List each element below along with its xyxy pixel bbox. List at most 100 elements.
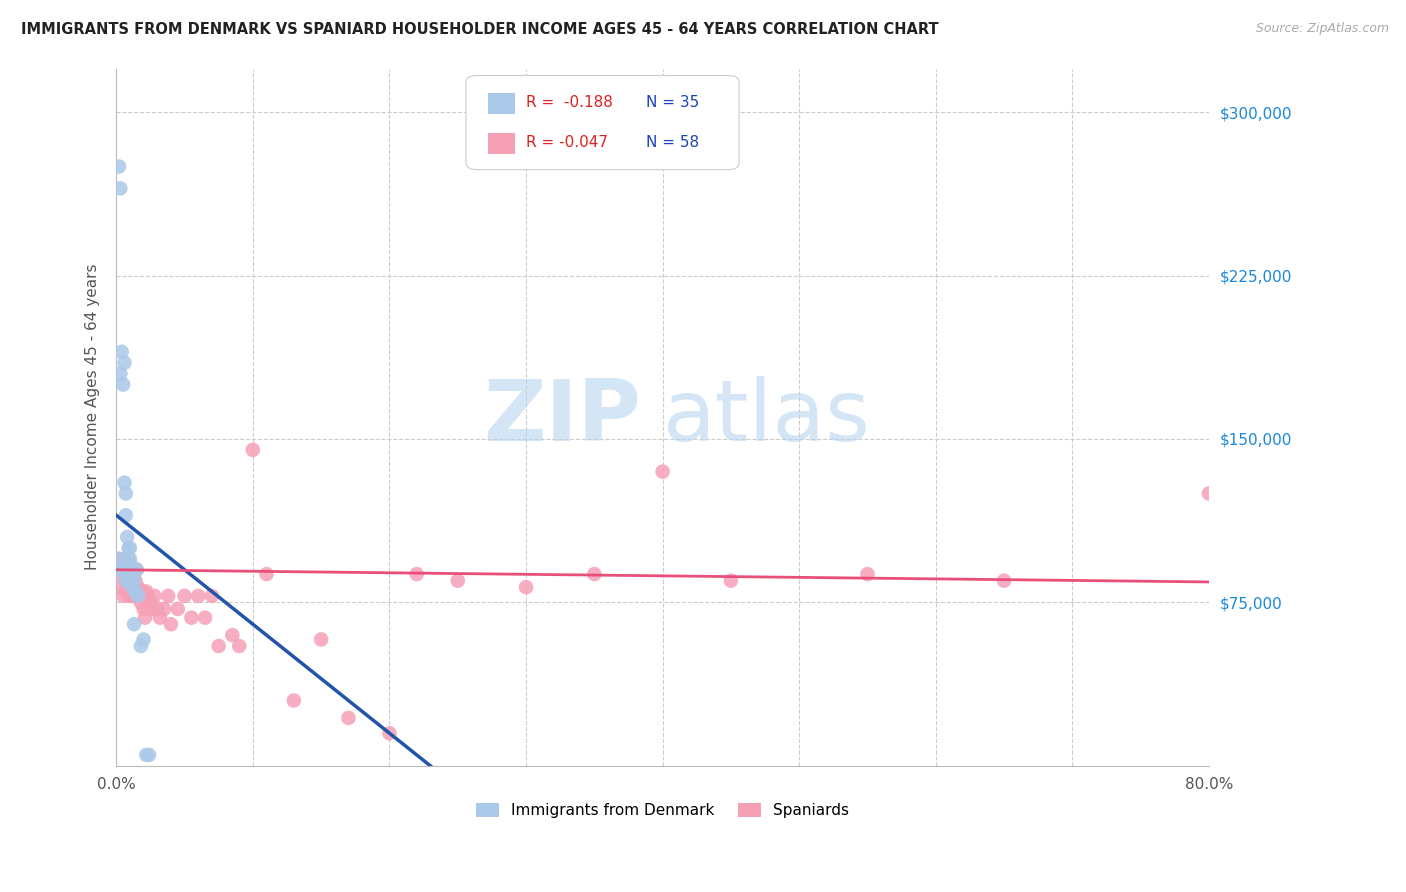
Point [149,610,172,624]
Point [127,589,149,603]
Point [122,563,145,577]
Y-axis label: Householder Income Ages 45 - 64 years: Householder Income Ages 45 - 64 years [86,264,100,571]
Text: IMMIGRANTS FROM DENMARK VS SPANIARD HOUSEHOLDER INCOME AGES 45 - 64 YEARS CORREL: IMMIGRANTS FROM DENMARK VS SPANIARD HOUS… [21,22,939,37]
Point [121,580,143,594]
Point [135,747,157,762]
Point [194,610,217,624]
Point [166,602,188,616]
Point [114,552,136,566]
Point [129,595,152,609]
FancyBboxPatch shape [488,133,515,153]
Point [337,711,360,725]
Point [1198,486,1220,500]
Point [139,595,162,609]
Point [132,602,155,616]
Point [114,567,136,582]
Point [201,589,224,603]
Point [112,589,135,603]
Point [146,602,169,616]
Point [110,181,132,195]
Point [138,747,160,762]
Point [122,617,145,632]
Point [131,584,153,599]
Point [117,563,139,577]
Point [141,602,163,616]
Point [187,589,209,603]
Point [242,442,264,457]
Point [136,589,159,603]
Point [120,580,142,594]
Text: N = 35: N = 35 [647,95,699,111]
Point [114,508,136,523]
Point [125,563,148,577]
Point [125,563,148,577]
Point [405,567,427,582]
Point [120,589,142,603]
Point [112,377,135,392]
Point [720,574,742,588]
Point [108,552,131,566]
Text: R = -0.047: R = -0.047 [526,135,607,150]
Point [114,486,136,500]
Point [228,639,250,653]
Point [173,589,195,603]
Point [378,726,401,740]
Point [856,567,879,582]
Point [651,465,673,479]
Point [134,610,156,624]
Point [118,567,141,582]
Point [108,160,131,174]
Point [107,563,129,577]
Point [515,580,537,594]
Point [447,574,470,588]
Point [118,541,141,555]
Point [153,602,176,616]
Point [115,580,138,594]
Point [132,632,155,647]
Point [114,574,136,588]
Point [121,563,143,577]
Point [583,567,606,582]
Point [180,610,202,624]
Point [115,530,138,544]
Point [127,580,149,594]
Point [160,617,183,632]
Point [135,584,157,599]
Text: Source: ZipAtlas.com: Source: ZipAtlas.com [1256,22,1389,36]
Point [122,574,145,588]
Point [111,580,134,594]
Point [993,574,1015,588]
Point [124,574,146,588]
FancyBboxPatch shape [488,93,515,114]
Point [256,567,278,582]
Text: ZIP: ZIP [484,376,641,458]
Point [117,552,139,566]
Point [157,589,180,603]
Point [128,589,150,603]
Point [143,589,166,603]
Point [124,584,146,599]
Point [111,563,134,577]
Point [208,639,231,653]
Point [110,367,132,381]
Text: R =  -0.188: R = -0.188 [526,95,613,111]
Point [117,574,139,588]
Point [111,344,134,359]
Point [309,632,332,647]
Point [120,574,142,588]
Point [114,475,136,490]
Point [129,639,152,653]
Point [221,628,243,642]
Point [120,558,142,573]
Point [114,356,136,370]
Text: N = 58: N = 58 [647,135,699,150]
Point [115,563,138,577]
Text: atlas: atlas [662,376,870,458]
Point [117,589,139,603]
Point [283,693,305,707]
Point [121,567,143,582]
Point [108,552,131,566]
Point [122,589,145,603]
Point [118,574,141,588]
Point [114,574,136,588]
